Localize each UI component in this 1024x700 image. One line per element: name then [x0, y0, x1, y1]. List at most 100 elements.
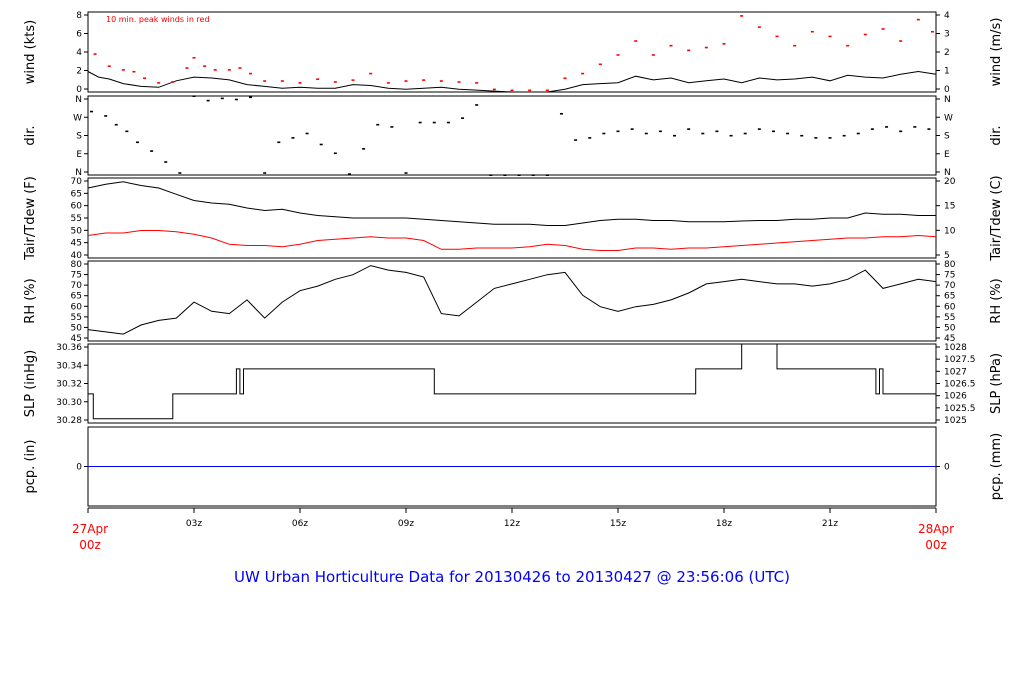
left-tick-label: 65	[71, 292, 82, 302]
data-point	[220, 97, 224, 100]
data-point	[376, 123, 380, 126]
left-tick-label: S	[76, 132, 82, 142]
right-tick-label: 1028	[944, 343, 967, 353]
right-tick-label: 1026.5	[944, 380, 976, 390]
series-line	[88, 343, 936, 420]
time-tick-label: 09z	[398, 519, 414, 529]
data-point	[369, 72, 373, 75]
right-tick-label: N	[944, 168, 951, 178]
data-point	[722, 43, 726, 45]
left-tick-label: N	[75, 168, 82, 178]
right-tick-label: E	[944, 150, 950, 160]
data-point	[704, 46, 708, 49]
data-point	[729, 134, 733, 137]
data-point	[913, 126, 917, 128]
right-tick-label: 20	[944, 177, 956, 187]
data-point	[206, 99, 210, 102]
data-point	[439, 80, 443, 82]
data-point	[916, 18, 920, 21]
left-tick-label: 0	[76, 85, 82, 95]
data-point	[545, 174, 549, 176]
right-tick-label: 55	[944, 313, 955, 323]
data-point	[475, 82, 479, 84]
right-tick-label: 60	[944, 302, 956, 312]
right-axis-label: RH (%)	[989, 278, 1004, 323]
series-line	[87, 70, 937, 93]
left-tick-label: 80	[71, 260, 83, 270]
right-tick-label: 1025	[944, 416, 967, 426]
data-point	[319, 143, 323, 146]
end-hour-label: 00z	[925, 538, 947, 552]
time-tick-label: 15z	[610, 519, 626, 529]
right-tick-label: 10	[944, 226, 956, 236]
panel-temp: 40 45 50 55 60 65 70 5 10 15 20 Tair/Tdew (F) Tair/T…	[23, 175, 1004, 261]
data-point	[404, 80, 408, 82]
data-point	[125, 130, 129, 133]
right-tick-label: 4	[944, 11, 950, 21]
left-tick-label: 2	[76, 67, 82, 77]
data-point	[786, 132, 790, 135]
data-point	[263, 80, 267, 82]
right-tick-label: 70	[944, 281, 956, 291]
left-tick-label: 75	[71, 271, 82, 281]
data-point	[814, 137, 818, 139]
data-point	[856, 132, 860, 135]
left-tick-label: 60	[71, 302, 83, 312]
data-point	[598, 63, 602, 66]
data-point	[927, 128, 931, 130]
left-tick-label: 30.36	[56, 343, 82, 353]
data-point	[263, 172, 267, 174]
panel-frame	[87, 95, 937, 176]
start-hour-label: 00z	[79, 538, 101, 552]
right-tick-label: 45	[944, 334, 955, 344]
right-tick-label: 65	[944, 292, 955, 302]
data-point	[238, 67, 242, 69]
left-tick-label: 55	[71, 313, 82, 323]
left-axis-label: pcp. (in)	[23, 440, 38, 494]
panel-frame	[87, 343, 937, 424]
data-point	[757, 26, 761, 28]
left-tick-label: N	[75, 95, 82, 105]
right-tick-label: 1027	[944, 367, 967, 377]
data-point	[316, 78, 320, 80]
data-point	[107, 65, 111, 67]
start-date-label: 27Apr	[72, 522, 108, 536]
data-point	[192, 95, 196, 97]
left-axis-label: Tair/Tdew (F)	[23, 176, 38, 261]
left-tick-label: 8	[76, 11, 82, 21]
data-point	[630, 128, 634, 130]
data-point	[870, 128, 874, 130]
time-tick-label: 18z	[716, 519, 732, 529]
data-point	[846, 44, 850, 47]
data-point	[885, 126, 889, 128]
data-point	[574, 139, 578, 141]
data-point	[793, 44, 797, 47]
data-point	[930, 30, 934, 33]
data-point	[563, 77, 567, 80]
data-point	[489, 174, 493, 176]
left-tick-label: 55	[71, 214, 82, 224]
data-point	[492, 88, 496, 91]
left-axis-label: SLP (inHg)	[23, 350, 38, 418]
data-point	[164, 161, 168, 163]
data-point	[899, 40, 903, 42]
data-point	[386, 82, 390, 84]
left-axis-label: dir.	[23, 125, 38, 145]
right-tick-label: N	[944, 95, 951, 105]
data-point	[178, 172, 182, 174]
data-point	[171, 81, 175, 83]
panel-pcp: 0 0 pcp. (in) pcp. (mm)	[23, 426, 1004, 507]
left-tick-label: 40	[71, 251, 83, 261]
left-axis-label: wind (kts)	[23, 20, 38, 84]
data-point	[687, 49, 691, 52]
time-tick-label: 12z	[504, 519, 520, 529]
data-point	[249, 96, 253, 99]
data-point	[135, 141, 139, 144]
series-line	[87, 230, 937, 251]
data-point	[277, 141, 281, 144]
data-point	[740, 15, 744, 17]
left-tick-label: W	[73, 113, 82, 123]
right-tick-label: 5	[944, 251, 950, 261]
data-point	[249, 72, 253, 75]
